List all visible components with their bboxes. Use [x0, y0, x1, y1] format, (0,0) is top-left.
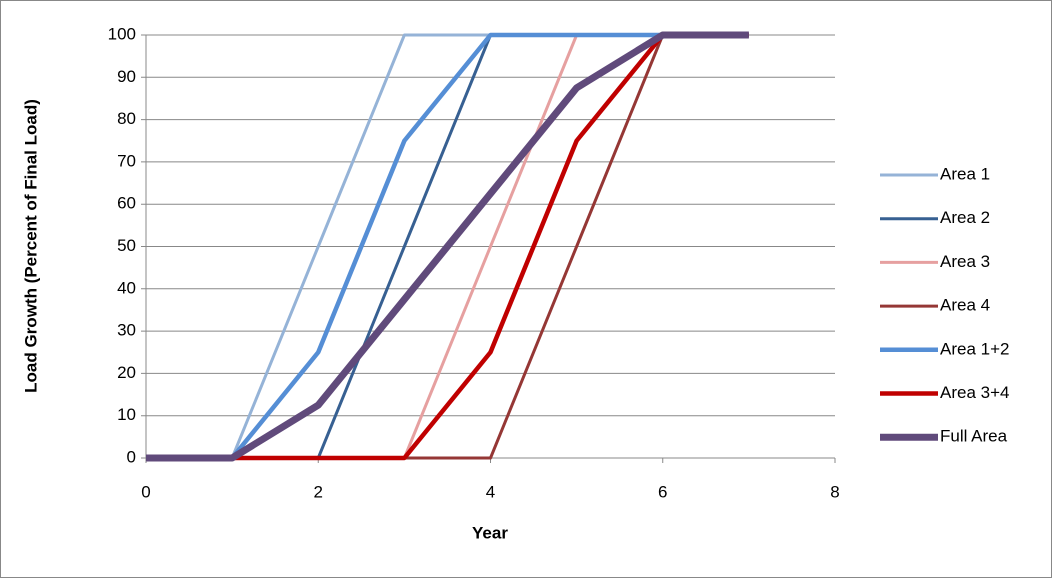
x-tick-label: 0 [141, 482, 150, 501]
legend-label: Area 4 [940, 296, 990, 315]
x-axis-label: Year [472, 523, 508, 542]
x-tick-label: 2 [314, 482, 323, 501]
y-tick-label: 10 [117, 405, 136, 424]
y-tick-label: 60 [117, 194, 136, 213]
y-tick-label: 80 [117, 109, 136, 128]
series-line [146, 32, 749, 461]
y-tick-label: 40 [117, 278, 136, 297]
x-tick-label: 6 [658, 482, 667, 501]
legend-label: Area 3 [940, 252, 990, 271]
legend-label: Area 3+4 [940, 383, 1009, 402]
y-tick-label: 90 [117, 67, 136, 86]
legend-label: Area 1 [940, 164, 990, 183]
y-axis-label: Load Growth (Percent of Final Load) [21, 99, 40, 393]
y-tick-label: 100 [108, 24, 136, 43]
legend-label: Full Area [940, 427, 1008, 446]
x-tick-label: 8 [830, 482, 839, 501]
series-line [146, 32, 749, 461]
y-tick-label: 0 [127, 447, 136, 466]
series-line [146, 31, 749, 462]
y-tick-label: 70 [117, 151, 136, 170]
y-tick-label: 30 [117, 321, 136, 340]
y-tick-label: 50 [117, 236, 136, 255]
x-tick-label: 4 [486, 482, 495, 501]
legend-label: Area 2 [940, 208, 990, 227]
y-tick-label: 20 [117, 363, 136, 382]
legend-label: Area 1+2 [940, 339, 1009, 358]
